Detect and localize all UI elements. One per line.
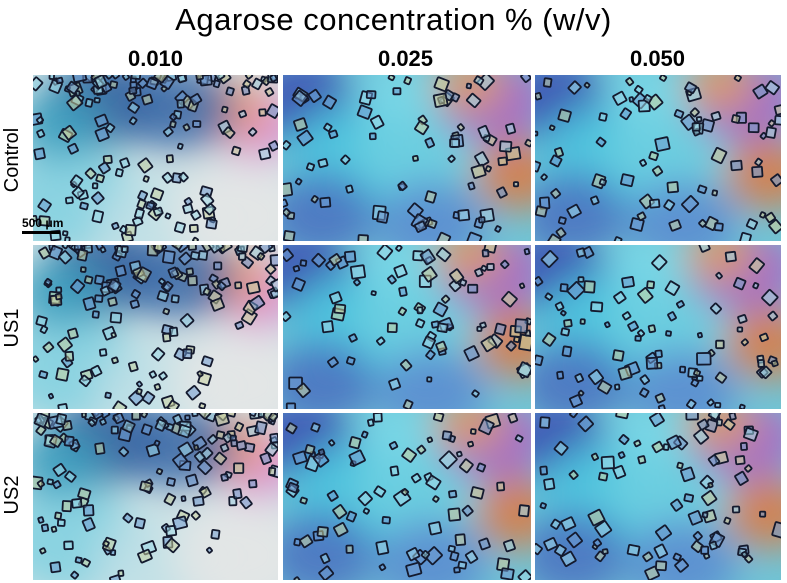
figure-title: Agarose concentration % (w/v) [175, 2, 612, 37]
micrograph-us1-0010 [33, 245, 278, 409]
micrograph-us2-0010 [33, 413, 278, 580]
row-label-us2: US2 [1, 475, 23, 515]
row-label-us1: US1 [1, 308, 23, 348]
column-header-0050: 0.050 [629, 46, 686, 71]
scale-bar-line [22, 231, 60, 234]
micrograph-us1-0050 [535, 245, 781, 409]
column-header-0025: 0.025 [377, 46, 434, 71]
scale-bar-label: 500 μm [22, 216, 64, 230]
micrograph-us2-0025 [283, 413, 531, 580]
micrograph-control-0025 [283, 75, 531, 241]
micrograph-us2-0050 [535, 413, 781, 580]
column-header-0010: 0.010 [127, 46, 184, 71]
micrograph-us1-0025 [283, 245, 531, 409]
micrograph-control-0050 [535, 75, 781, 241]
scale-bar: 500 μm [22, 216, 63, 234]
micrograph-control-0010 [33, 75, 278, 241]
